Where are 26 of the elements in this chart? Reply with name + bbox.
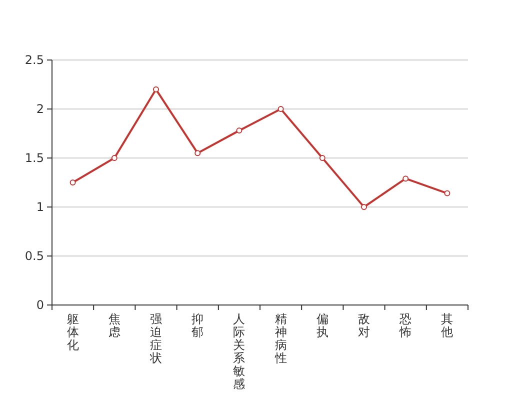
y-tick-label: 0.5 <box>24 249 44 263</box>
point <box>361 204 367 210</box>
point <box>236 128 242 134</box>
point <box>111 155 118 161</box>
x-tick-label: 恐怖 <box>398 312 412 339</box>
x-tick-label: 人际关系敏感 <box>233 312 246 391</box>
y-tick-label: 1 <box>36 200 44 214</box>
y-tick-label: 2 <box>36 102 44 116</box>
x-tick-label: 敌对 <box>358 312 370 339</box>
x-tick-label: 其他 <box>441 312 454 339</box>
point <box>444 190 450 196</box>
point <box>70 180 76 186</box>
point <box>402 176 409 182</box>
x-tick-label: 焦虑 <box>108 312 120 339</box>
y-tick-label: 0 <box>36 298 44 312</box>
x-tick-label: 精神病性 <box>274 312 287 365</box>
x-tick-label: 躯体化 <box>66 312 79 352</box>
x-tick-label: 抑郁 <box>192 312 204 339</box>
x-tick-label: 强迫症状 <box>149 312 162 365</box>
point <box>153 86 159 92</box>
y-tick-label: 2.5 <box>24 53 44 67</box>
point <box>319 155 326 161</box>
point <box>278 106 284 112</box>
x-tick-label: 偏执 <box>316 312 328 339</box>
y-tick-label: 1.5 <box>24 151 44 165</box>
point <box>194 150 201 156</box>
